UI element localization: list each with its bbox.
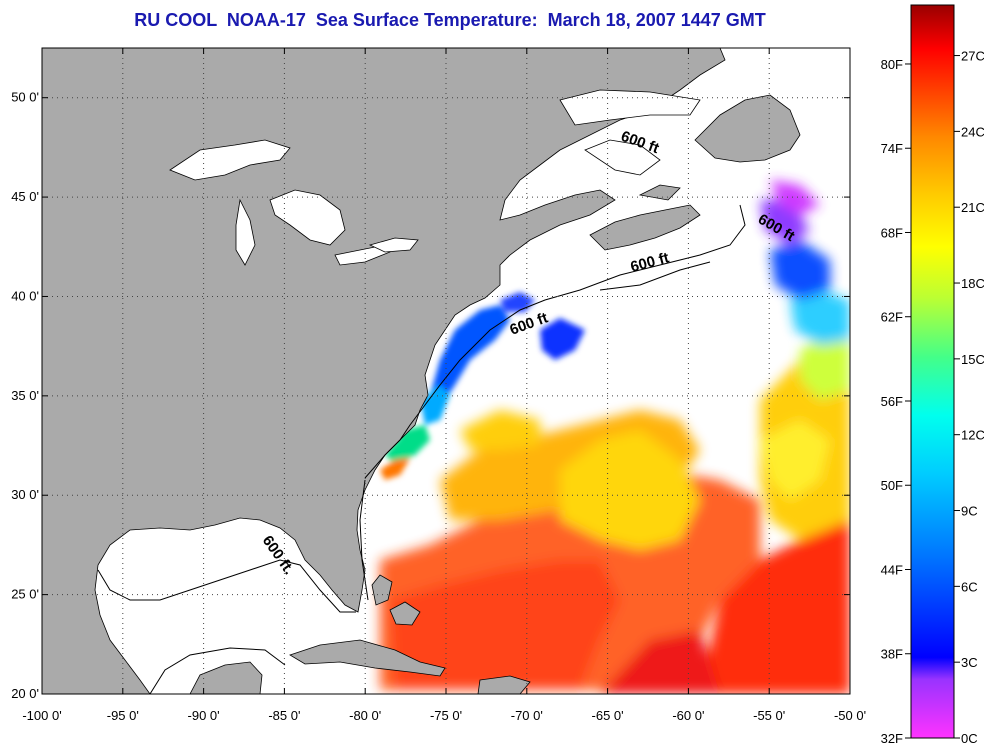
colorbar-label-f: 68F	[881, 225, 903, 240]
colorbar-label-f: 32F	[881, 731, 903, 746]
lon-tick-label: -50 0'	[834, 708, 866, 723]
colorbar-label-c: 6C	[961, 579, 978, 594]
lon-tick-label: -55 0'	[753, 708, 785, 723]
latitude-labels: 50 0' 45 0' 40 0' 35 0' 30 0' 25 0' 20 0'	[11, 90, 39, 701]
lon-tick-label: -80 0'	[349, 708, 381, 723]
lon-tick-label: -70 0'	[511, 708, 543, 723]
lat-tick-label: 50 0'	[11, 90, 39, 105]
map-frame	[41, 47, 851, 695]
lat-tick-label: 25 0'	[11, 587, 39, 602]
colorbar-label-c: 0C	[961, 731, 978, 746]
depth-contour	[97, 204, 746, 694]
lon-tick-label: -95 0'	[107, 708, 139, 723]
colorbar-label-c: 12C	[961, 428, 984, 443]
colorbar-label-f: 50F	[881, 478, 903, 493]
lon-tick-label: -90 0'	[188, 708, 220, 723]
lon-tick-label: -75 0'	[430, 708, 462, 723]
colorbar-fahrenheit-labels: 80F 74F 68F 62F 56F 50F 44F 38F 32F	[881, 57, 911, 746]
colorbar	[910, 4, 955, 739]
colorbar-label-c: 21C	[961, 200, 984, 215]
colorbar-label-f: 56F	[881, 394, 903, 409]
colorbar-label-c: 15C	[961, 352, 984, 367]
map-title: RU COOL NOAA-17 Sea Surface Temperature:…	[134, 10, 766, 30]
colorbar-label-c: 9C	[961, 504, 978, 519]
lon-tick-label: -100 0'	[22, 708, 61, 723]
lat-tick-label: 20 0'	[11, 686, 39, 701]
lat-tick-label: 30 0'	[11, 487, 39, 502]
colorbar-label-c: 3C	[961, 655, 978, 670]
colorbar-label-c: 18C	[961, 276, 984, 291]
lon-tick-label: -65 0'	[592, 708, 624, 723]
longitude-labels: -100 0' -95 0' -90 0' -85 0' -80 0' -75 0' -70…	[22, 708, 866, 723]
colorbar-label-f: 38F	[881, 647, 903, 662]
colorbar-label-c: 24C	[961, 124, 984, 139]
colorbar-label-f: 62F	[881, 310, 903, 325]
colorbar-label-f: 74F	[881, 141, 903, 156]
colorbar-label-c: 27C	[961, 49, 984, 64]
lon-tick-label: -85 0'	[268, 708, 300, 723]
sst-field	[380, 180, 850, 694]
lat-tick-label: 35 0'	[11, 388, 39, 403]
colorbar-celsius-labels: 27C 24C 21C 18C 15C 12C 9C 6C 3C 0C	[954, 49, 984, 746]
colorbar-label-f: 44F	[881, 562, 903, 577]
colorbar-label-f: 80F	[881, 57, 903, 72]
lon-tick-label: -60 0'	[672, 708, 704, 723]
lat-tick-label: 40 0'	[11, 288, 39, 303]
lat-tick-label: 45 0'	[11, 189, 39, 204]
great-lakes	[169, 89, 701, 266]
land	[42, 48, 801, 694]
